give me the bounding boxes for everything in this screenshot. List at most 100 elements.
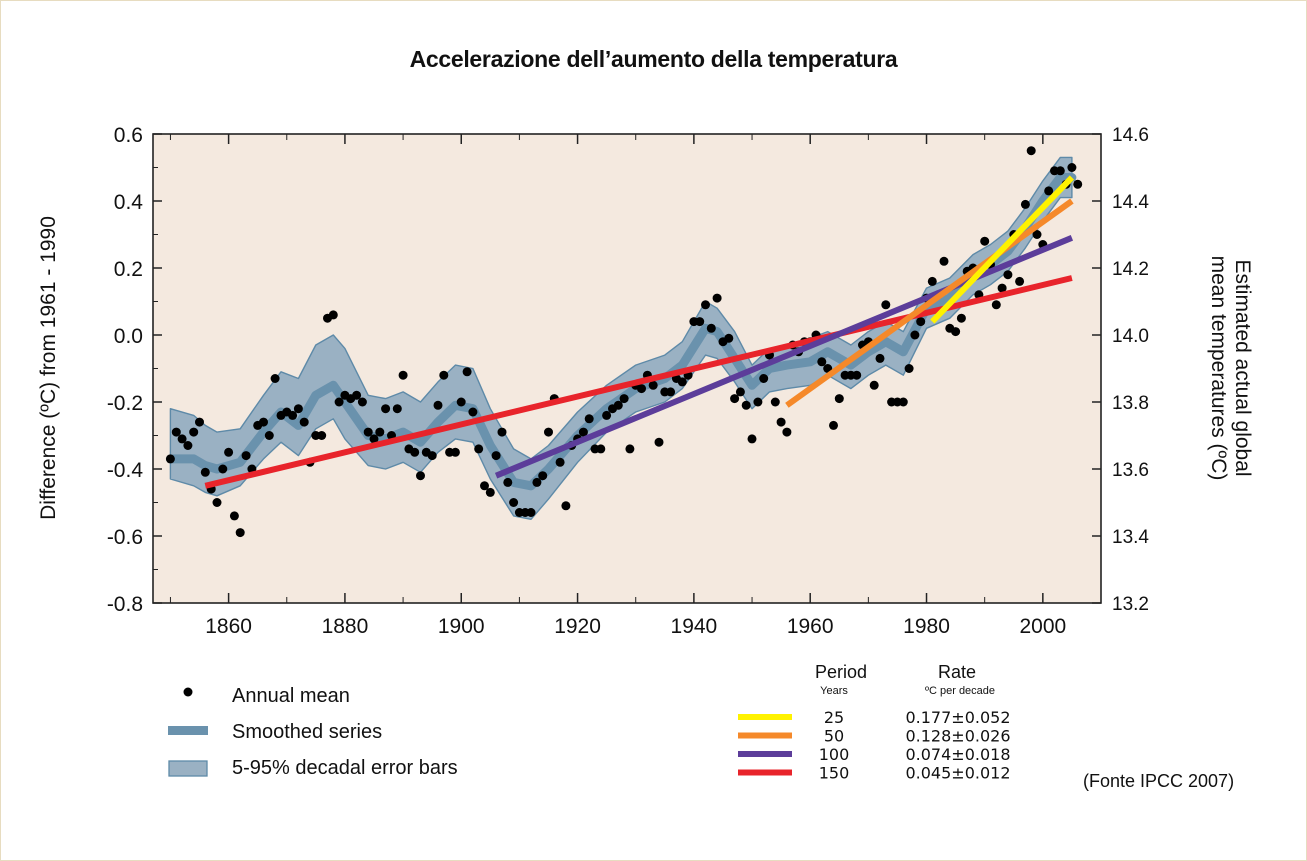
- annual-mean-point: [497, 427, 507, 437]
- rate-row-period: 100: [819, 745, 850, 764]
- annual-mean-point: [561, 501, 571, 511]
- source-note: (Fonte IPCC 2007): [1083, 771, 1235, 791]
- rate-row-rate: 0.045±0.012: [905, 764, 1010, 783]
- annual-mean-point: [706, 323, 716, 333]
- annual-mean-point: [1044, 186, 1054, 196]
- y2-tick-label: 13.8: [1112, 393, 1149, 414]
- annual-mean-layer: [165, 146, 1083, 538]
- annual-mean-point: [898, 397, 908, 407]
- annual-mean-point: [817, 357, 827, 367]
- annual-mean-point: [317, 431, 327, 440]
- annual-mean-point: [474, 444, 484, 454]
- rate-table-header-rate: Rate: [938, 662, 976, 682]
- y-tick-label: 0.2: [114, 258, 143, 281]
- annual-mean-point: [264, 431, 274, 440]
- annual-mean-point: [578, 427, 588, 437]
- trend-line-150-years: [204, 275, 1073, 489]
- annual-mean-point: [485, 487, 495, 497]
- annual-mean-point: [852, 370, 862, 380]
- annual-mean-point: [462, 367, 472, 377]
- x-tick-label: 1980: [903, 615, 950, 638]
- annual-mean-point: [503, 477, 513, 487]
- annual-mean-point: [375, 427, 385, 437]
- annual-mean-point: [392, 404, 402, 414]
- annual-mean-point: [189, 427, 199, 437]
- y-axis-label: Difference (ºC) from 1961 - 1990: [37, 216, 60, 520]
- rate-row-period: 50: [824, 727, 844, 746]
- y-tick-label: -0.4: [107, 459, 144, 482]
- annual-mean-point: [677, 377, 687, 387]
- annual-mean-point: [293, 404, 303, 414]
- annual-mean-point: [910, 330, 920, 340]
- annual-mean-point: [834, 394, 844, 404]
- annual-mean-point: [619, 394, 629, 404]
- annual-mean-point: [456, 397, 466, 407]
- x-tick-label: 1900: [438, 615, 485, 638]
- annual-mean-point: [770, 397, 780, 407]
- annual-mean-point: [584, 414, 594, 424]
- annual-mean-point: [480, 481, 489, 491]
- y-tick-label: -0.6: [107, 526, 143, 549]
- y-tick-label: -0.8: [107, 593, 143, 616]
- x-tick-label: 2000: [1019, 615, 1066, 638]
- y-tick-label: 0.6: [114, 124, 143, 147]
- annual-mean-point: [224, 447, 234, 457]
- legend-label-error-bars: 5-95% decadal error bars: [232, 757, 458, 779]
- annual-mean-point: [602, 410, 612, 420]
- annual-mean-point: [1055, 166, 1065, 176]
- annual-mean-point: [416, 471, 425, 481]
- annual-mean-point: [433, 400, 443, 410]
- annual-mean-point: [555, 457, 565, 467]
- y2-tick-label: 13.4: [1112, 527, 1149, 548]
- annual-mean-point: [410, 447, 420, 457]
- annual-mean-point: [927, 276, 937, 286]
- x-tick-label: 1880: [322, 615, 369, 638]
- annual-mean-point: [491, 451, 501, 461]
- rate-row-period: 150: [819, 764, 850, 783]
- y2-tick-label: 14.2: [1112, 259, 1149, 280]
- rate-table-header-period: Period: [815, 662, 867, 682]
- annual-mean-point: [241, 451, 251, 461]
- annual-mean-point: [369, 434, 379, 444]
- annual-mean-point: [468, 407, 478, 417]
- plot-area: [153, 134, 1101, 603]
- legend-line-marker: [168, 726, 208, 735]
- x-tick-label: 1960: [787, 615, 834, 638]
- annual-mean-point: [869, 380, 879, 390]
- annual-mean-point: [235, 528, 245, 538]
- annual-mean-point: [747, 434, 757, 444]
- annual-mean-point: [532, 477, 542, 487]
- annual-mean-point: [654, 437, 664, 447]
- y2-tick-label: 14.6: [1112, 125, 1149, 146]
- annual-mean-point: [951, 327, 961, 337]
- annual-mean-point: [881, 300, 891, 310]
- annual-mean-point: [288, 410, 298, 420]
- rate-table-sub-period: Years: [820, 685, 848, 697]
- y2-tick-label: 14.4: [1112, 192, 1149, 213]
- annual-mean-point: [730, 394, 740, 404]
- annual-mean-point: [165, 454, 175, 464]
- annual-mean-point: [753, 397, 763, 407]
- annual-mean-point: [829, 420, 838, 430]
- trend-layer: [204, 175, 1075, 489]
- annual-mean-point: [538, 471, 548, 481]
- annual-mean-point: [195, 417, 204, 427]
- annual-mean-point: [904, 364, 914, 373]
- annual-mean-point: [759, 374, 769, 383]
- y2-axis-label-line2: mean temperatures (ºC): [1207, 256, 1230, 481]
- annual-mean-point: [613, 400, 623, 410]
- rate-row-rate: 0.074±0.018: [905, 745, 1010, 764]
- annual-mean-point: [916, 317, 926, 327]
- annual-mean-point: [695, 317, 705, 327]
- annual-mean-point: [724, 333, 734, 343]
- annual-mean-point: [270, 374, 280, 383]
- annual-mean-point: [218, 464, 228, 474]
- annual-mean-point: [381, 404, 391, 414]
- annual-mean-point: [956, 313, 966, 323]
- annual-mean-point: [875, 353, 885, 363]
- annual-mean-point: [357, 397, 367, 407]
- annual-mean-point: [1020, 199, 1030, 209]
- trend-line-25-years: [930, 175, 1075, 324]
- y-tick-label: 0.4: [114, 191, 144, 214]
